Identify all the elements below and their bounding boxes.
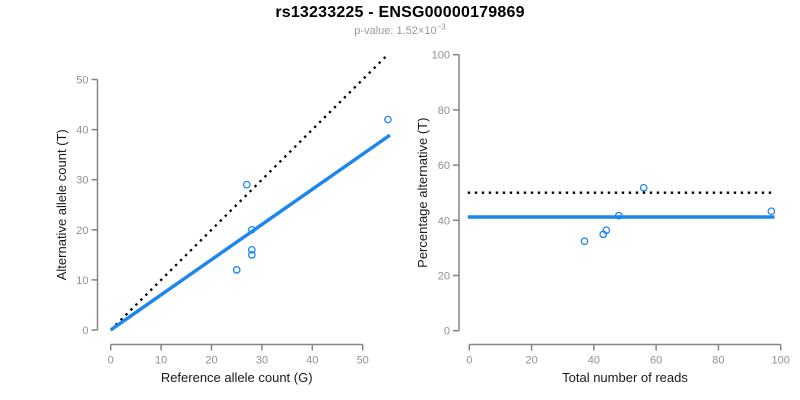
x-tick-label: 20 [525,355,537,367]
data-point [242,180,251,189]
data-point [580,237,589,246]
x-tick-label: 40 [588,355,600,367]
x-tick-label: 0 [466,355,472,367]
y-tick-label: 100 [432,50,450,62]
x-tick-label: 80 [712,355,724,367]
data-point [614,211,623,220]
dotted-reference-line [109,53,389,331]
y-axis-label: Alternative allele count (T) [54,129,69,280]
x-tick-label: 20 [205,355,217,367]
y-axis-label: Percentage alternative (T) [415,118,430,268]
data-point [639,183,648,192]
x-tick-label: 60 [650,355,662,367]
x-tick-label: 10 [155,355,167,367]
x-tick-label: 50 [357,355,369,367]
y-tick-label: 80 [438,105,450,117]
left-scatter-plot: 0 10 20 30 40 50 0 10 20 30 40 50 Reference allele c… [54,53,392,385]
y-tick-label: 30 [76,175,88,187]
data-point [384,115,392,124]
pvalue-text: p-value: 1.52×10 [354,25,437,37]
right-scatter-plot: 0 20 40 60 80 100 0 20 40 60 80 100 Total number of … [415,50,790,385]
y-tick-label: 10 [76,275,88,287]
figure-title: rs13233225 - ENSG00000179869 [275,4,525,21]
y-tick-label: 60 [438,160,450,172]
y-tick-label: 20 [438,271,450,283]
figure-subtitle: p-value: 1.52×10−3 [0,22,800,37]
y-tick-label: 0 [444,326,450,338]
y-tick-label: 40 [438,215,450,227]
data-point [247,245,256,254]
x-tick-label: 30 [256,355,268,367]
data-point [767,207,776,216]
y-tick-label: 0 [82,325,88,337]
data-point [599,230,608,239]
data-point [232,266,241,274]
y-tick-label: 20 [76,225,88,237]
y-tick-label: 40 [76,125,88,137]
x-tick-label: 100 [772,355,790,367]
y-tick-label: 50 [76,75,88,87]
x-tick-label: 0 [108,355,114,367]
x-axis-label: Reference allele count (G) [161,370,313,385]
data-point [247,225,256,234]
data-point [247,251,256,259]
x-tick-label: 40 [306,355,318,367]
pvalue-exponent: −3 [436,22,446,32]
x-axis-label: Total number of reads [562,370,688,385]
